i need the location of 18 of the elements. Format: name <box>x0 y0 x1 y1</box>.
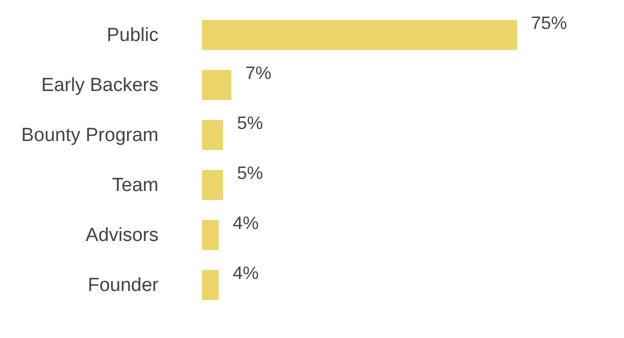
bar <box>202 20 517 50</box>
data-label: 4% <box>232 213 259 233</box>
bar <box>202 270 219 300</box>
y-tick-label: Bounty Program <box>21 125 158 146</box>
bar <box>202 220 219 250</box>
data-label: 75% <box>531 13 568 33</box>
data-label: 4% <box>232 263 259 283</box>
y-tick-label: Early Backers <box>41 75 158 96</box>
data-label: 5% <box>237 163 264 183</box>
data-label: 5% <box>237 113 264 133</box>
data-label: 7% <box>245 63 272 83</box>
y-tick-label: Founder <box>88 275 160 296</box>
y-tick-label: Public <box>106 25 158 46</box>
bar <box>202 120 223 150</box>
y-tick-label: Advisors <box>86 225 158 246</box>
bar <box>202 170 223 200</box>
bar <box>202 70 232 100</box>
y-tick-label: Team <box>112 175 158 196</box>
